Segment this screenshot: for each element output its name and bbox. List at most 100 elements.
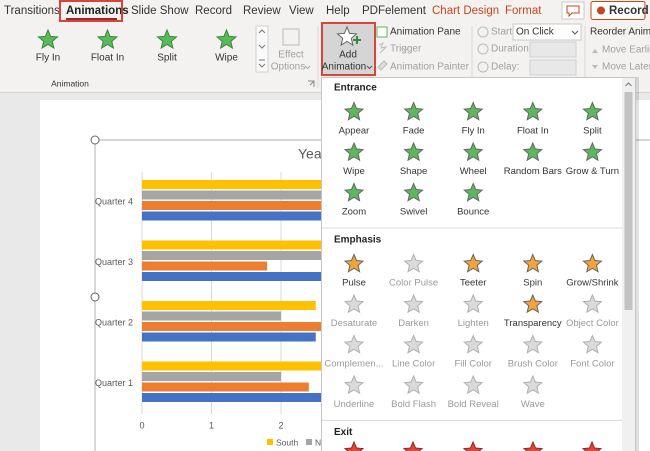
star-icon xyxy=(522,141,544,162)
star-icon xyxy=(581,440,603,451)
star-icon xyxy=(462,440,484,451)
star-icon xyxy=(403,141,424,162)
legend-swatch xyxy=(306,439,312,445)
star-icon xyxy=(462,293,484,314)
menu-item: Color Pulse xyxy=(389,278,438,289)
menu-item[interactable]: Random Bars xyxy=(504,166,562,177)
menu-item[interactable]: Split xyxy=(583,126,602,137)
legend-swatch xyxy=(267,439,273,445)
star-icon xyxy=(403,101,424,121)
bar xyxy=(142,332,316,342)
menu-section-title: Entrance xyxy=(334,83,377,94)
delay-input[interactable] xyxy=(529,59,577,76)
menu-item[interactable]: Fade xyxy=(403,126,425,137)
dialog-launcher[interactable] xyxy=(308,80,315,87)
star-icon xyxy=(156,28,178,50)
record-label: Record xyxy=(609,5,649,17)
star-icon xyxy=(403,253,424,273)
ribbon-tab[interactable]: Review xyxy=(243,5,281,17)
gallery-item[interactable]: Fly In xyxy=(36,53,60,64)
ribbon-tab[interactable]: PDFelement xyxy=(362,5,427,17)
menu-item[interactable]: Bounce xyxy=(457,207,489,218)
bar xyxy=(142,393,365,402)
ribbon-tab[interactable]: Slide Show xyxy=(131,5,189,17)
ribbon-tab[interactable]: Animations xyxy=(66,5,129,17)
star-icon xyxy=(462,141,484,162)
star-icon xyxy=(336,25,358,47)
menu-item[interactable]: Spin xyxy=(523,278,542,289)
menu-item: Desaturate xyxy=(331,318,377,329)
selection-handle[interactable] xyxy=(90,292,100,302)
trigger-icon xyxy=(378,41,388,54)
menu-item[interactable]: Teeter xyxy=(460,278,486,289)
ribbon-tab[interactable]: Help xyxy=(326,5,350,17)
x-tick-label: 1 xyxy=(209,420,214,430)
add-animation-label: Animation xyxy=(322,62,366,73)
menu-item[interactable]: Fly In xyxy=(462,126,485,137)
ribbon-tab[interactable]: Format xyxy=(505,5,542,17)
gallery-item[interactable]: Split xyxy=(157,53,177,64)
star-icon xyxy=(462,334,484,354)
bar xyxy=(142,190,351,200)
menu-item[interactable]: Shape xyxy=(400,166,427,177)
menu-item[interactable]: Grow & Turn xyxy=(566,166,619,177)
gallery-scroll[interactable] xyxy=(255,25,269,73)
star-icon xyxy=(343,374,365,395)
start-dropdown[interactable] xyxy=(512,23,582,41)
menu-item: Font Color xyxy=(570,359,614,370)
animation-painter[interactable]: Animation Painter xyxy=(390,62,470,73)
move-earlier[interactable]: Move Earlie xyxy=(602,45,650,56)
star-icon xyxy=(343,141,365,162)
caret xyxy=(402,47,409,52)
menu-item[interactable]: Wheel xyxy=(460,166,487,177)
menu-item[interactable]: Zoom xyxy=(342,207,366,218)
painter-icon xyxy=(377,60,388,71)
menu-item: Bold Flash xyxy=(391,399,436,410)
star-icon xyxy=(462,101,484,121)
star-icon xyxy=(403,374,424,395)
menu-item[interactable]: Swivel xyxy=(400,207,427,218)
ribbon-tab[interactable]: Chart Design xyxy=(432,5,499,17)
start-value: On Click xyxy=(516,27,555,38)
menu-item[interactable]: Wipe xyxy=(343,166,365,177)
menu-item[interactable]: Pulse xyxy=(342,278,366,289)
star-icon xyxy=(402,440,424,451)
menu-item[interactable]: Float In xyxy=(517,126,549,137)
scroll-up xyxy=(625,82,632,87)
star-icon xyxy=(462,374,484,395)
x-tick-label: 0 xyxy=(139,420,144,430)
record-button[interactable] xyxy=(590,1,646,20)
gallery-item[interactable]: Wipe xyxy=(215,53,238,64)
scroll-thumb[interactable] xyxy=(624,92,633,310)
ribbon-tab[interactable]: View xyxy=(289,5,314,17)
star-icon xyxy=(522,440,544,451)
menu-item: Wave xyxy=(521,399,545,410)
bar xyxy=(142,261,268,271)
menu-item[interactable]: Transparency xyxy=(504,318,562,329)
duration-input[interactable] xyxy=(529,41,577,58)
tab-highlight xyxy=(59,0,123,22)
comment-icon xyxy=(566,5,580,18)
star-icon xyxy=(462,253,484,273)
selection-handle[interactable] xyxy=(90,135,100,145)
move-later[interactable]: Move Later xyxy=(602,62,650,73)
effect-options: Effect Options xyxy=(271,28,311,73)
effect-options-label: Options xyxy=(271,62,305,73)
star-icon xyxy=(343,334,365,354)
gallery-item[interactable]: Float In xyxy=(91,53,124,64)
animation-pane[interactable]: Animation Pane xyxy=(390,27,461,38)
menu-item[interactable]: Grow/Shrink xyxy=(566,278,619,289)
trigger[interactable]: Trigger xyxy=(390,44,422,55)
menu-item[interactable]: Appear xyxy=(339,126,370,137)
star-icon xyxy=(522,253,544,273)
star-icon xyxy=(522,334,544,354)
ribbon-tab[interactable]: Record xyxy=(195,5,232,17)
bar xyxy=(142,240,372,250)
bar xyxy=(142,372,281,381)
ribbon-tab[interactable]: Transitions xyxy=(4,5,60,17)
category-label: Quarter 4 xyxy=(95,197,133,207)
comments-button[interactable] xyxy=(561,1,585,20)
bar xyxy=(142,211,386,221)
animation-pane-icon xyxy=(376,26,388,38)
